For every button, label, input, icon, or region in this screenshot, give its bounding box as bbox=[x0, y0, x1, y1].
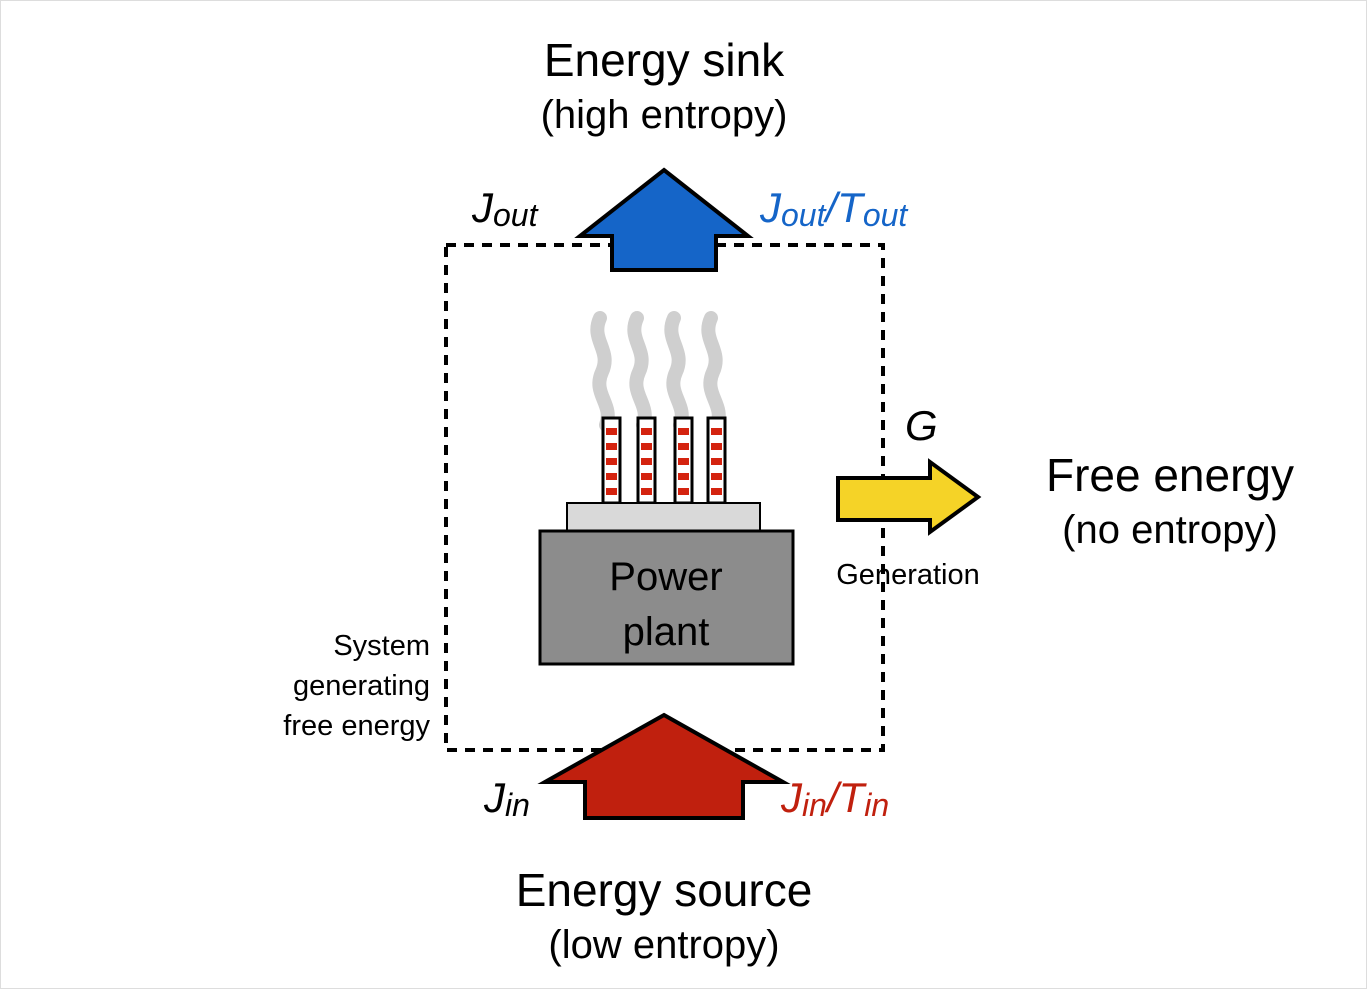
plant-box bbox=[538, 529, 795, 666]
chimney-part bbox=[641, 473, 652, 480]
sink-title: Energy sink bbox=[544, 34, 785, 86]
chimney-part bbox=[641, 488, 652, 495]
plant-label: Power bbox=[609, 555, 722, 599]
chimney-part bbox=[641, 458, 652, 465]
system-label: generating bbox=[293, 670, 430, 702]
generation-label: Generation bbox=[836, 559, 980, 591]
system-label: System bbox=[333, 630, 430, 662]
free-energy-title: Free energy bbox=[1046, 449, 1294, 501]
chimney-part bbox=[606, 443, 617, 450]
chimney-part bbox=[711, 458, 722, 465]
chimney-part bbox=[711, 443, 722, 450]
in-arrow bbox=[537, 712, 791, 820]
out-arrow bbox=[574, 167, 754, 272]
chimney-part bbox=[606, 473, 617, 480]
g-label: G bbox=[905, 402, 938, 449]
j-out-t-out-label: Jout/Tout bbox=[759, 184, 908, 233]
j-in-label: Jin bbox=[483, 774, 530, 823]
source-subtitle: (low entropy) bbox=[548, 923, 779, 967]
plant-slab bbox=[566, 502, 761, 532]
chimney-part bbox=[606, 458, 617, 465]
system-label: free energy bbox=[283, 710, 430, 742]
source-title: Energy source bbox=[516, 864, 813, 916]
sink-subtitle: (high entropy) bbox=[541, 93, 788, 137]
chimney-part bbox=[711, 428, 722, 435]
generation-arrow bbox=[836, 458, 982, 536]
chimney-part bbox=[641, 443, 652, 450]
chimney-part bbox=[606, 428, 617, 435]
j-in-t-in-label: Jin/Tin bbox=[780, 774, 889, 823]
chimney-part bbox=[606, 488, 617, 495]
chimney-part bbox=[678, 473, 689, 480]
chimney-part bbox=[678, 428, 689, 435]
chimney-part bbox=[678, 488, 689, 495]
chimney-part bbox=[678, 458, 689, 465]
chimney-part bbox=[711, 488, 722, 495]
j-out-label: Jout bbox=[471, 184, 539, 233]
smoke bbox=[590, 311, 726, 432]
chimney-part bbox=[711, 473, 722, 480]
chimney-part bbox=[641, 428, 652, 435]
free-energy-subtitle: (no entropy) bbox=[1062, 508, 1278, 552]
chimney-part bbox=[678, 443, 689, 450]
plant-label: plant bbox=[623, 610, 710, 654]
